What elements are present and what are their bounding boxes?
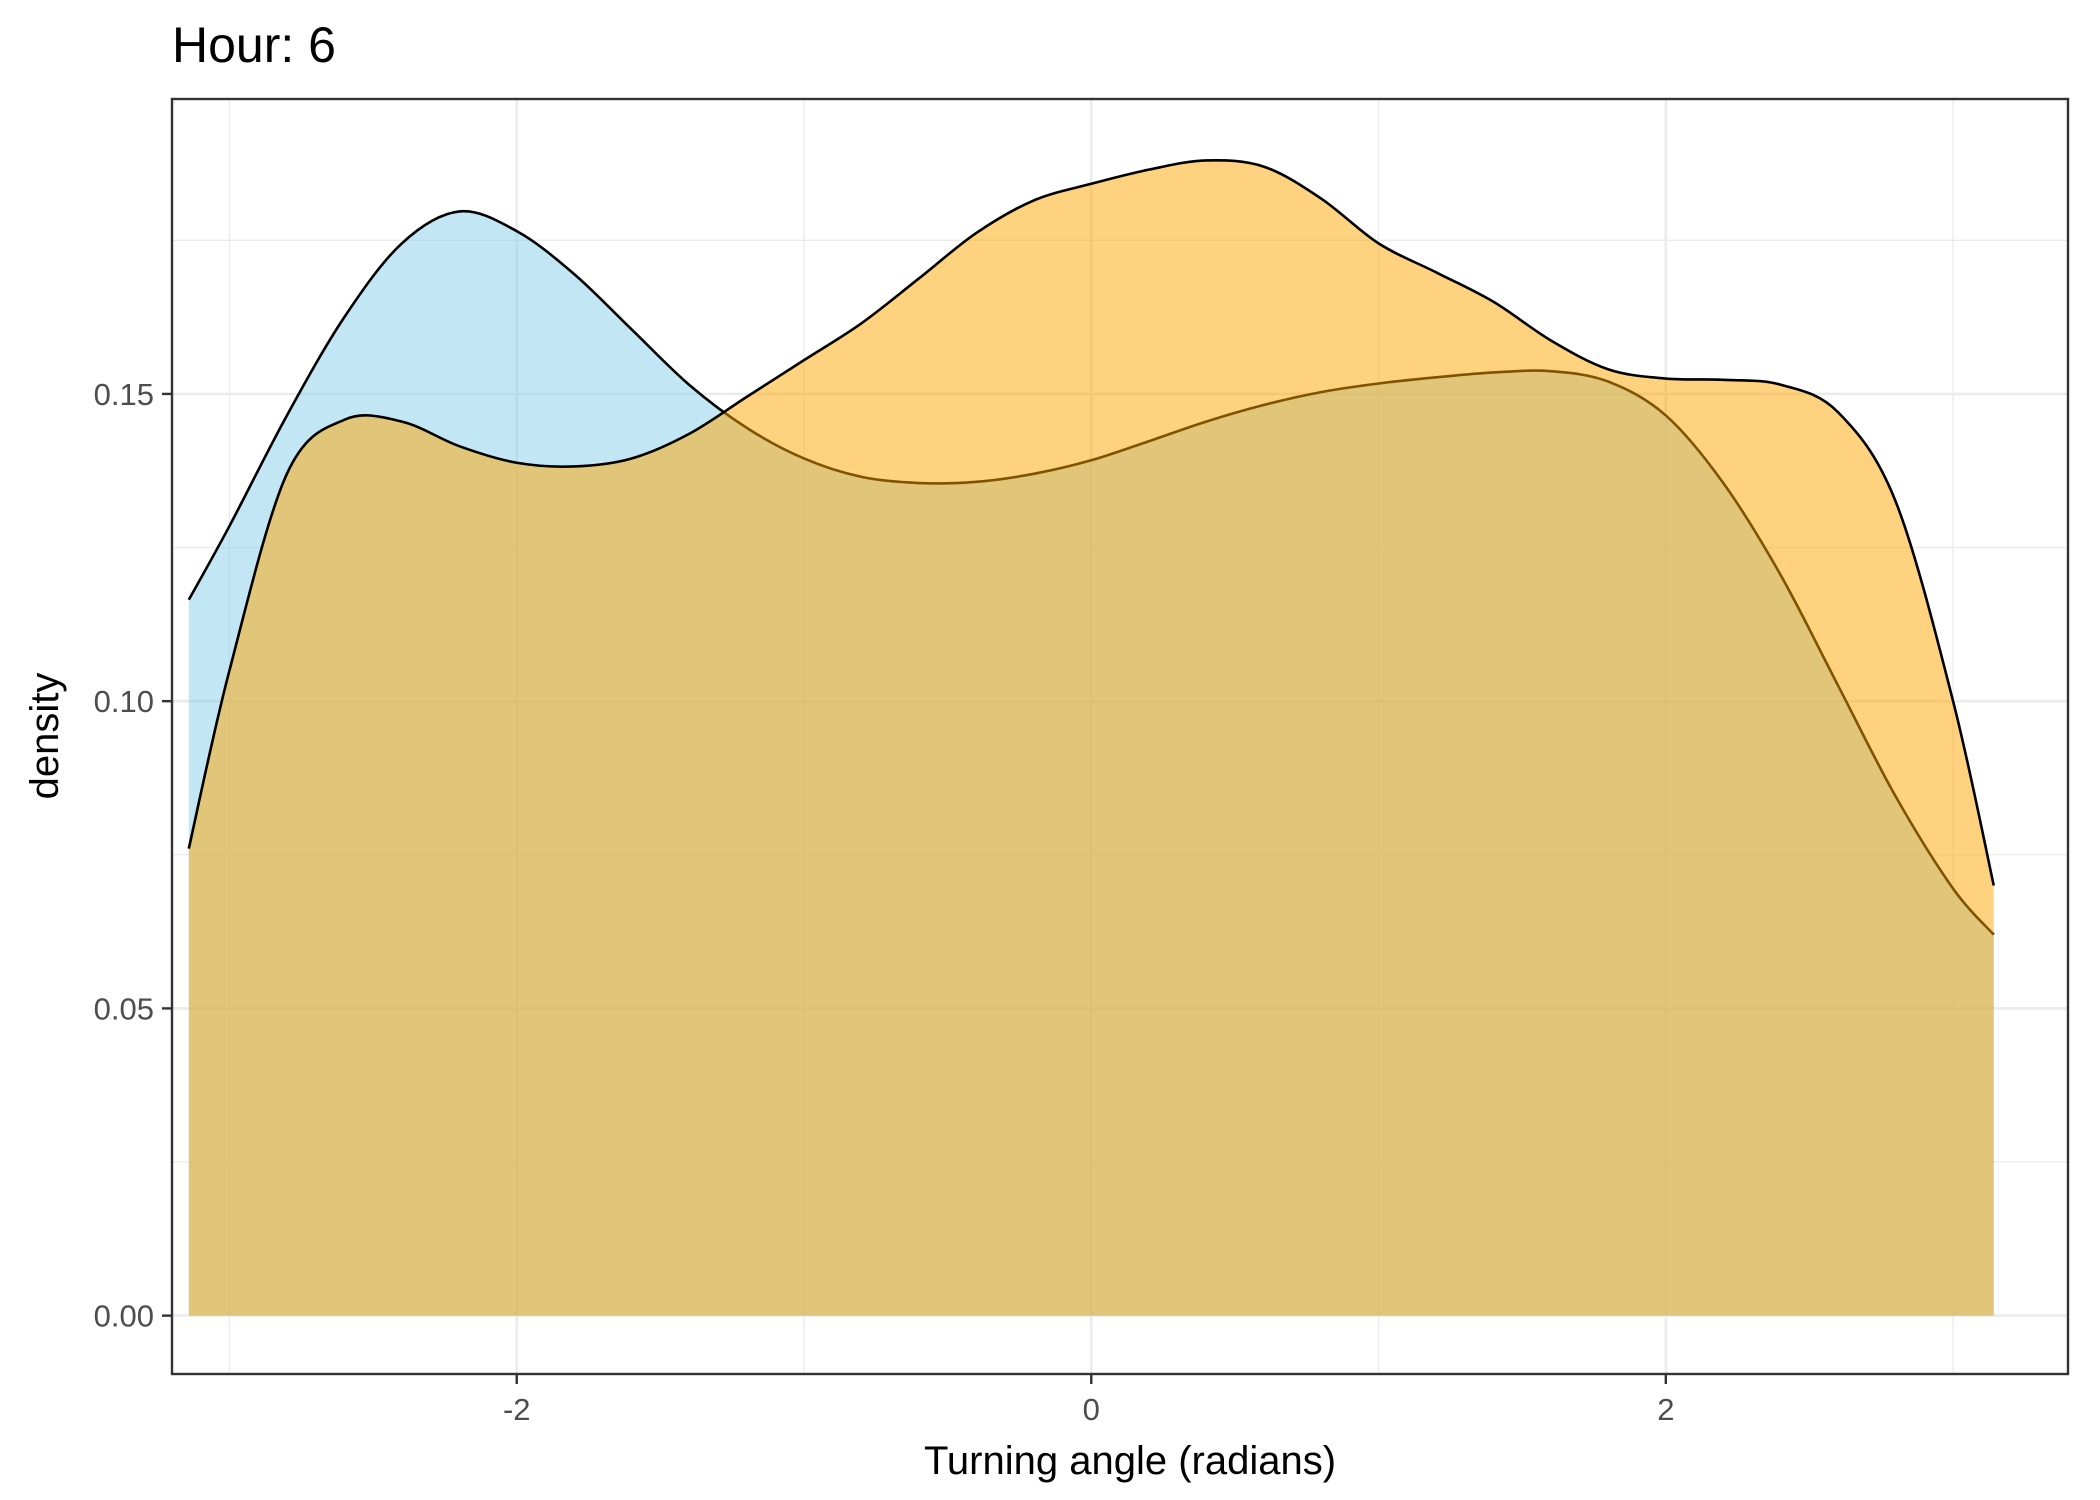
density-line-2 [187, 158, 1996, 886]
y-tick-label: 0.10 [94, 684, 154, 719]
x-tick-label: 2 [1657, 1392, 1674, 1427]
axes: -2 0 2 0.00 0.05 0.10 0.15 [94, 377, 1675, 1427]
series-layer [187, 158, 1996, 1316]
x-tick-label: -2 [503, 1392, 531, 1427]
x-axis-title: Turning angle (radians) [924, 1439, 1336, 1483]
panel-border [170, 97, 2070, 1376]
y-tick-label: 0.00 [94, 1299, 154, 1334]
y-axis-title: density [23, 673, 67, 800]
x-tick-label: 0 [1083, 1392, 1100, 1427]
chart-title: Hour: 6 [172, 17, 336, 73]
y-tick-label: 0.15 [94, 377, 154, 412]
density-area-2 [188, 160, 1994, 1316]
y-tick-label: 0.05 [94, 991, 154, 1026]
